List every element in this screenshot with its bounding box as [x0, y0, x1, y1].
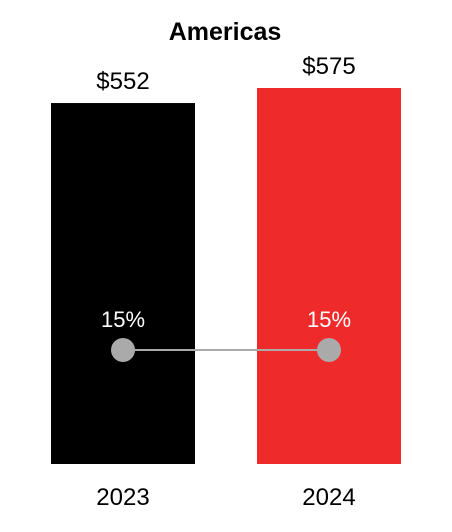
percent-line-group: 15% 15%: [101, 307, 351, 362]
value-label-2024: $575: [302, 53, 355, 80]
bar-2024: [257, 88, 401, 464]
category-label-2023: 2023: [96, 484, 149, 511]
percent-marker-2024: [317, 338, 341, 362]
chart-title: Americas: [169, 18, 282, 46]
bar-2023: [51, 103, 195, 464]
labels-group: $552 2023 $575 2024: [96, 53, 355, 511]
percent-label-2023: 15%: [101, 307, 145, 332]
percent-marker-2023: [111, 338, 135, 362]
bars-group: [51, 88, 401, 464]
percent-label-2024: 15%: [307, 307, 351, 332]
category-label-2024: 2024: [302, 484, 355, 511]
value-label-2023: $552: [96, 68, 149, 95]
